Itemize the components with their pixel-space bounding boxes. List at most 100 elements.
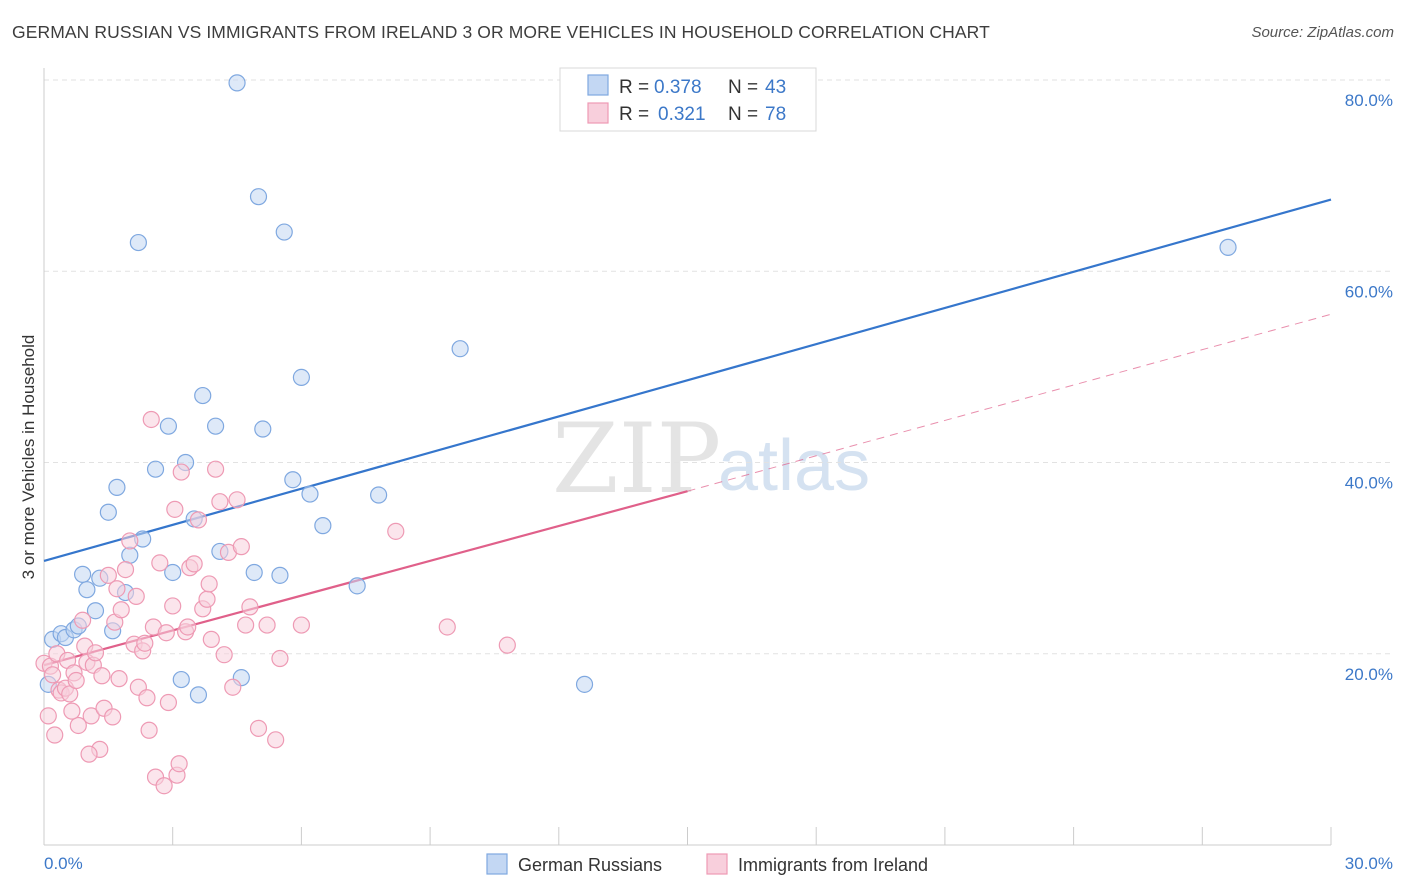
legend-n-value-2: 78 bbox=[765, 104, 786, 125]
legend-r-label-2: R = bbox=[619, 104, 649, 125]
y-axis-label: 3 or more Vehicles in Household bbox=[19, 335, 38, 580]
chart-title: GERMAN RUSSIAN VS IMMIGRANTS FROM IRELAN… bbox=[12, 22, 990, 42]
point-german-russians bbox=[108, 478, 126, 496]
legend-n-label-1: N = bbox=[728, 77, 758, 98]
legend-swatch-immigrants-ireland bbox=[587, 102, 609, 124]
point-immigrants-ireland bbox=[498, 636, 516, 654]
point-immigrants-ireland bbox=[63, 702, 81, 720]
point-german-russians bbox=[129, 233, 147, 252]
point-immigrants-ireland bbox=[207, 460, 225, 478]
point-german-russians bbox=[301, 485, 319, 503]
point-immigrants-ireland bbox=[241, 598, 259, 616]
point-german-russians bbox=[275, 223, 293, 241]
point-german-russians bbox=[271, 566, 289, 584]
point-immigrants-ireland bbox=[215, 646, 233, 664]
point-immigrants-ireland bbox=[387, 522, 405, 540]
point-immigrants-ireland bbox=[202, 630, 220, 649]
point-immigrants-ireland bbox=[228, 491, 246, 509]
point-immigrants-ireland bbox=[271, 649, 289, 668]
point-german-russians bbox=[172, 670, 190, 689]
trend-line-german-russians bbox=[43, 198, 1332, 563]
point-immigrants-ireland bbox=[267, 731, 285, 749]
trend-line-immigrants-ireland bbox=[43, 490, 688, 667]
x-tick-label-min: 0.0% bbox=[44, 854, 83, 873]
point-german-russians bbox=[159, 417, 178, 435]
bottom-legend-immigrants-ireland: Immigrants from Ireland bbox=[738, 855, 928, 875]
point-immigrants-ireland bbox=[108, 580, 126, 598]
bottom-legend-swatch-german-russians bbox=[486, 853, 508, 875]
legend-r-value-2: 0.321 bbox=[658, 104, 706, 125]
point-german-russians bbox=[99, 503, 117, 521]
bottom-legend: German Russians Immigrants from Ireland bbox=[486, 853, 928, 875]
point-german-russians bbox=[86, 602, 105, 620]
data-points bbox=[35, 74, 1237, 795]
point-german-russians bbox=[284, 471, 302, 489]
y-tick-label: 40.0% bbox=[1345, 474, 1393, 493]
point-german-russians bbox=[146, 460, 165, 478]
point-immigrants-ireland bbox=[86, 644, 105, 662]
source-credit: Source: ZipAtlas.com bbox=[1251, 24, 1394, 41]
point-german-russians bbox=[249, 188, 268, 206]
point-german-russians bbox=[1219, 238, 1237, 256]
legend-box: R = 0.378 N = 43 R = 0.321 N = 78 bbox=[559, 67, 817, 132]
point-immigrants-ireland bbox=[198, 590, 216, 608]
point-immigrants-ireland bbox=[142, 410, 160, 429]
point-immigrants-ireland bbox=[211, 493, 229, 511]
point-immigrants-ireland bbox=[237, 616, 255, 634]
y-tick-label: 20.0% bbox=[1345, 665, 1393, 684]
bottom-legend-swatch-immigrants-ireland bbox=[706, 853, 728, 875]
point-german-russians bbox=[451, 340, 469, 358]
point-immigrants-ireland bbox=[136, 634, 154, 652]
trend-lines bbox=[43, 198, 1332, 667]
point-immigrants-ireland bbox=[69, 716, 87, 735]
point-german-russians bbox=[74, 565, 92, 583]
point-immigrants-ireland bbox=[170, 755, 188, 773]
point-german-russians bbox=[194, 386, 212, 405]
watermark-atlas: atlas bbox=[718, 426, 870, 506]
point-immigrants-ireland bbox=[172, 463, 190, 481]
point-immigrants-ireland bbox=[151, 554, 169, 572]
point-immigrants-ireland bbox=[164, 597, 182, 615]
point-german-russians bbox=[207, 417, 225, 435]
point-immigrants-ireland bbox=[39, 707, 57, 725]
point-immigrants-ireland bbox=[104, 708, 122, 726]
x-tick-label-max: 30.0% bbox=[1345, 854, 1393, 873]
point-immigrants-ireland bbox=[179, 618, 197, 636]
legend-swatch-german-russians bbox=[587, 74, 609, 96]
point-immigrants-ireland bbox=[155, 777, 173, 795]
point-immigrants-ireland bbox=[224, 678, 242, 696]
point-immigrants-ireland bbox=[292, 616, 310, 634]
point-immigrants-ireland bbox=[138, 689, 156, 707]
point-german-russians bbox=[292, 368, 310, 386]
point-german-russians bbox=[314, 517, 332, 535]
point-immigrants-ireland bbox=[258, 616, 276, 634]
point-german-russians bbox=[164, 563, 182, 582]
point-immigrants-ireland bbox=[99, 566, 117, 584]
point-immigrants-ireland bbox=[166, 500, 184, 518]
bottom-legend-german-russians: German Russians bbox=[518, 855, 662, 875]
point-immigrants-ireland bbox=[121, 532, 139, 550]
point-german-russians bbox=[78, 581, 96, 599]
point-immigrants-ireland bbox=[140, 721, 158, 739]
point-german-russians bbox=[121, 546, 139, 564]
y-tick-label: 80.0% bbox=[1345, 91, 1393, 110]
legend-r-value-1: 0.378 bbox=[654, 77, 702, 98]
point-immigrants-ireland bbox=[159, 693, 178, 712]
point-immigrants-ireland bbox=[93, 667, 111, 685]
point-immigrants-ireland bbox=[46, 726, 64, 744]
point-immigrants-ireland bbox=[200, 575, 218, 593]
y-tick-label: 60.0% bbox=[1345, 282, 1393, 301]
point-immigrants-ireland bbox=[112, 601, 130, 619]
point-immigrants-ireland bbox=[74, 611, 92, 629]
point-immigrants-ireland bbox=[67, 671, 85, 690]
point-german-russians bbox=[228, 74, 246, 92]
point-immigrants-ireland bbox=[116, 560, 135, 579]
point-german-russians bbox=[348, 577, 366, 595]
point-german-russians bbox=[575, 675, 594, 693]
point-immigrants-ireland bbox=[82, 707, 100, 725]
point-immigrants-ireland bbox=[157, 624, 175, 642]
point-immigrants-ireland bbox=[127, 587, 145, 605]
legend-n-label-2: N = bbox=[728, 104, 758, 125]
point-immigrants-ireland bbox=[110, 670, 128, 688]
